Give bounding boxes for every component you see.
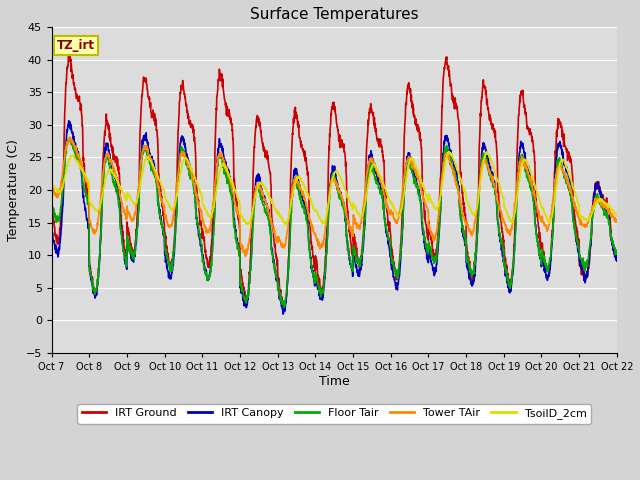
TsoilD_2cm <box>499 194 507 200</box>
IRT Ground <box>280 309 287 314</box>
Line: IRT Ground: IRT Ground <box>52 56 617 312</box>
TsoilD_2cm <box>563 167 571 172</box>
IRT Canopy <box>280 311 287 317</box>
Tower TAir <box>364 170 371 176</box>
IRT Ground <box>65 53 72 59</box>
Legend: IRT Ground, IRT Canopy, Floor Tair, Tower TAir, TsoilD_2cm: IRT Ground, IRT Canopy, Floor Tair, Towe… <box>77 404 591 424</box>
IRT Canopy <box>563 170 571 176</box>
TsoilD_2cm <box>205 213 213 219</box>
IRT Canopy <box>364 174 371 180</box>
TsoilD_2cm <box>364 188 371 193</box>
X-axis label: Time: Time <box>319 374 349 387</box>
TsoilD_2cm <box>281 221 289 227</box>
IRT Canopy <box>205 274 213 280</box>
Floor Tair <box>613 251 621 256</box>
Tower TAir <box>563 180 571 186</box>
TsoilD_2cm <box>445 149 453 155</box>
Line: Tower TAir: Tower TAir <box>52 137 617 256</box>
Tower TAir <box>579 222 587 228</box>
Tower TAir <box>48 183 56 189</box>
Tower TAir <box>499 216 507 222</box>
IRT Ground <box>351 243 359 249</box>
Line: TsoilD_2cm: TsoilD_2cm <box>52 152 617 224</box>
Floor Tair <box>351 248 359 254</box>
TsoilD_2cm <box>48 179 56 185</box>
Line: Floor Tair: Floor Tair <box>52 138 617 307</box>
Floor Tair <box>280 304 288 310</box>
Floor Tair <box>579 255 587 261</box>
Tower TAir <box>67 134 74 140</box>
IRT Ground <box>364 134 371 140</box>
TsoilD_2cm <box>579 215 587 220</box>
Tower TAir <box>242 253 250 259</box>
Title: Surface Temperatures: Surface Temperatures <box>250 7 419 22</box>
Floor Tair <box>48 203 56 209</box>
Y-axis label: Temperature (C): Temperature (C) <box>7 139 20 241</box>
Floor Tair <box>205 272 213 277</box>
Floor Tair <box>66 135 74 141</box>
IRT Ground <box>48 204 56 210</box>
Line: IRT Canopy: IRT Canopy <box>52 121 617 314</box>
Tower TAir <box>351 220 359 226</box>
IRT Ground <box>563 148 571 154</box>
Tower TAir <box>613 219 621 225</box>
Floor Tair <box>364 178 371 183</box>
Tower TAir <box>205 228 213 234</box>
IRT Canopy <box>613 258 621 264</box>
TsoilD_2cm <box>351 204 358 209</box>
IRT Canopy <box>48 230 56 236</box>
IRT Ground <box>499 237 507 242</box>
TsoilD_2cm <box>613 211 621 217</box>
IRT Ground <box>205 258 213 264</box>
IRT Ground <box>579 267 587 273</box>
Floor Tair <box>563 181 571 187</box>
IRT Canopy <box>499 252 507 258</box>
IRT Canopy <box>351 254 359 260</box>
IRT Canopy <box>65 118 73 124</box>
IRT Ground <box>613 255 621 261</box>
Floor Tair <box>499 246 507 252</box>
Text: TZ_irt: TZ_irt <box>57 39 95 52</box>
IRT Canopy <box>579 270 587 276</box>
